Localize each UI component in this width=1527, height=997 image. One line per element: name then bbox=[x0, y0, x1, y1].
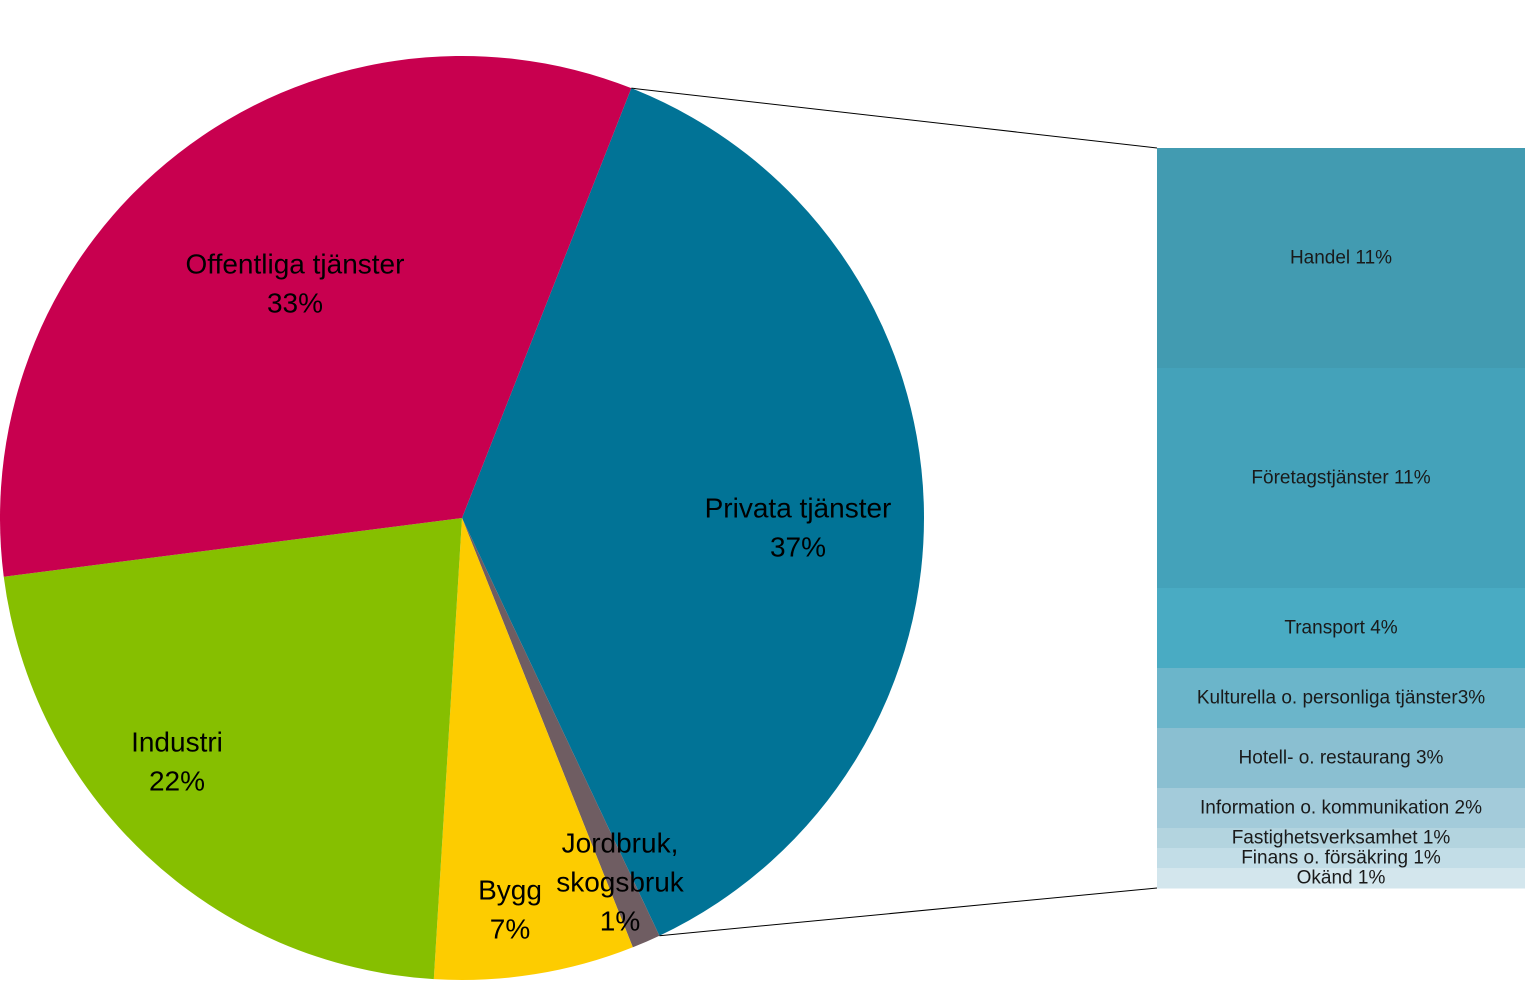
pie-slice-label-2-line-1: 7% bbox=[490, 914, 530, 945]
bar-segment-4 bbox=[1157, 728, 1525, 789]
pie-slice-label-0-line-0: Privata tjänster bbox=[705, 493, 892, 524]
pie bbox=[0, 56, 924, 981]
data-labels: Handel 11% Företagstjänster 11% Transport … bbox=[131, 248, 1485, 945]
pie-slice-label-1-line-2: 1% bbox=[600, 906, 640, 937]
bar-segment-label-6: Fastighetsverksamhet 1% bbox=[1232, 828, 1451, 849]
bar-segment-label-4: Hotell- o. restaurang 3% bbox=[1239, 748, 1444, 769]
bar-segment-label-3: Kulturella o. personliga tjänster3% bbox=[1197, 688, 1485, 709]
pie-slice-label-4-line-0: Offentliga tjänster bbox=[186, 249, 405, 280]
pie-slice-1 bbox=[462, 518, 660, 948]
bar-segment-label-1: Företagstjänster 11% bbox=[1251, 468, 1430, 489]
pie-slice-label-0-line-1: 37% bbox=[770, 532, 826, 563]
pie-slice-3 bbox=[3, 518, 463, 980]
bar-segment-3 bbox=[1157, 668, 1525, 729]
bar-segment-label-8: Okänd 1% bbox=[1297, 868, 1386, 889]
connector-line-top bbox=[631, 87, 1158, 149]
bar-segment-8 bbox=[1157, 868, 1525, 889]
bar-segment-5 bbox=[1157, 788, 1525, 829]
pie-slice-4 bbox=[0, 56, 632, 577]
bar-segment-label-7: Finans o. försäkring 1% bbox=[1241, 848, 1441, 869]
connector-line-bottom bbox=[659, 887, 1158, 937]
bar-segment-label-5: Information o. kommunikation 2% bbox=[1200, 798, 1482, 819]
bar-segment-1 bbox=[1157, 368, 1525, 589]
bar-segment-label-0: Handel 11% bbox=[1290, 248, 1392, 269]
pie-slice-0 bbox=[462, 88, 924, 936]
bar-segment-label-2: Transport 4% bbox=[1284, 618, 1397, 639]
bar-segment-0 bbox=[1157, 148, 1525, 369]
pie-slice-label-1-line-1: skogsbruk bbox=[556, 867, 685, 898]
bar-segment-7 bbox=[1157, 848, 1525, 869]
pie-slice-2 bbox=[433, 518, 633, 981]
pie-slice-label-4-line-1: 33% bbox=[267, 288, 323, 319]
bar-segment-6 bbox=[1157, 828, 1525, 849]
pie-slice-label-3-line-0: Industri bbox=[131, 727, 223, 758]
breakdown-bar bbox=[1157, 148, 1525, 889]
pie-slice-label-2-line-0: Bygg bbox=[478, 875, 542, 906]
pie-slice-label-3-line-1: 22% bbox=[149, 766, 205, 797]
connector-lines bbox=[631, 87, 1158, 937]
bar-segment-2 bbox=[1157, 588, 1525, 669]
pie-slice-label-1-line-0: Jordbruk, bbox=[562, 828, 679, 859]
